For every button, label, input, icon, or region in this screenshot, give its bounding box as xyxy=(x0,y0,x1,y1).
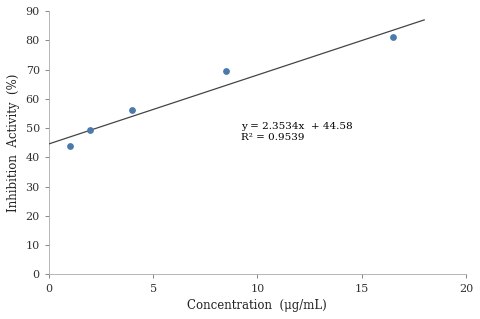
X-axis label: Concentration  (μg/mL): Concentration (μg/mL) xyxy=(188,299,327,312)
Point xyxy=(389,35,397,40)
Y-axis label: Inhibition  Activity  (%): Inhibition Activity (%) xyxy=(7,73,20,212)
Point xyxy=(222,68,230,73)
Point xyxy=(128,108,136,113)
Point xyxy=(87,127,95,132)
Point xyxy=(66,143,73,148)
Text: y = 2.3534x  + 44.58
R² = 0.9539: y = 2.3534x + 44.58 R² = 0.9539 xyxy=(240,122,352,142)
